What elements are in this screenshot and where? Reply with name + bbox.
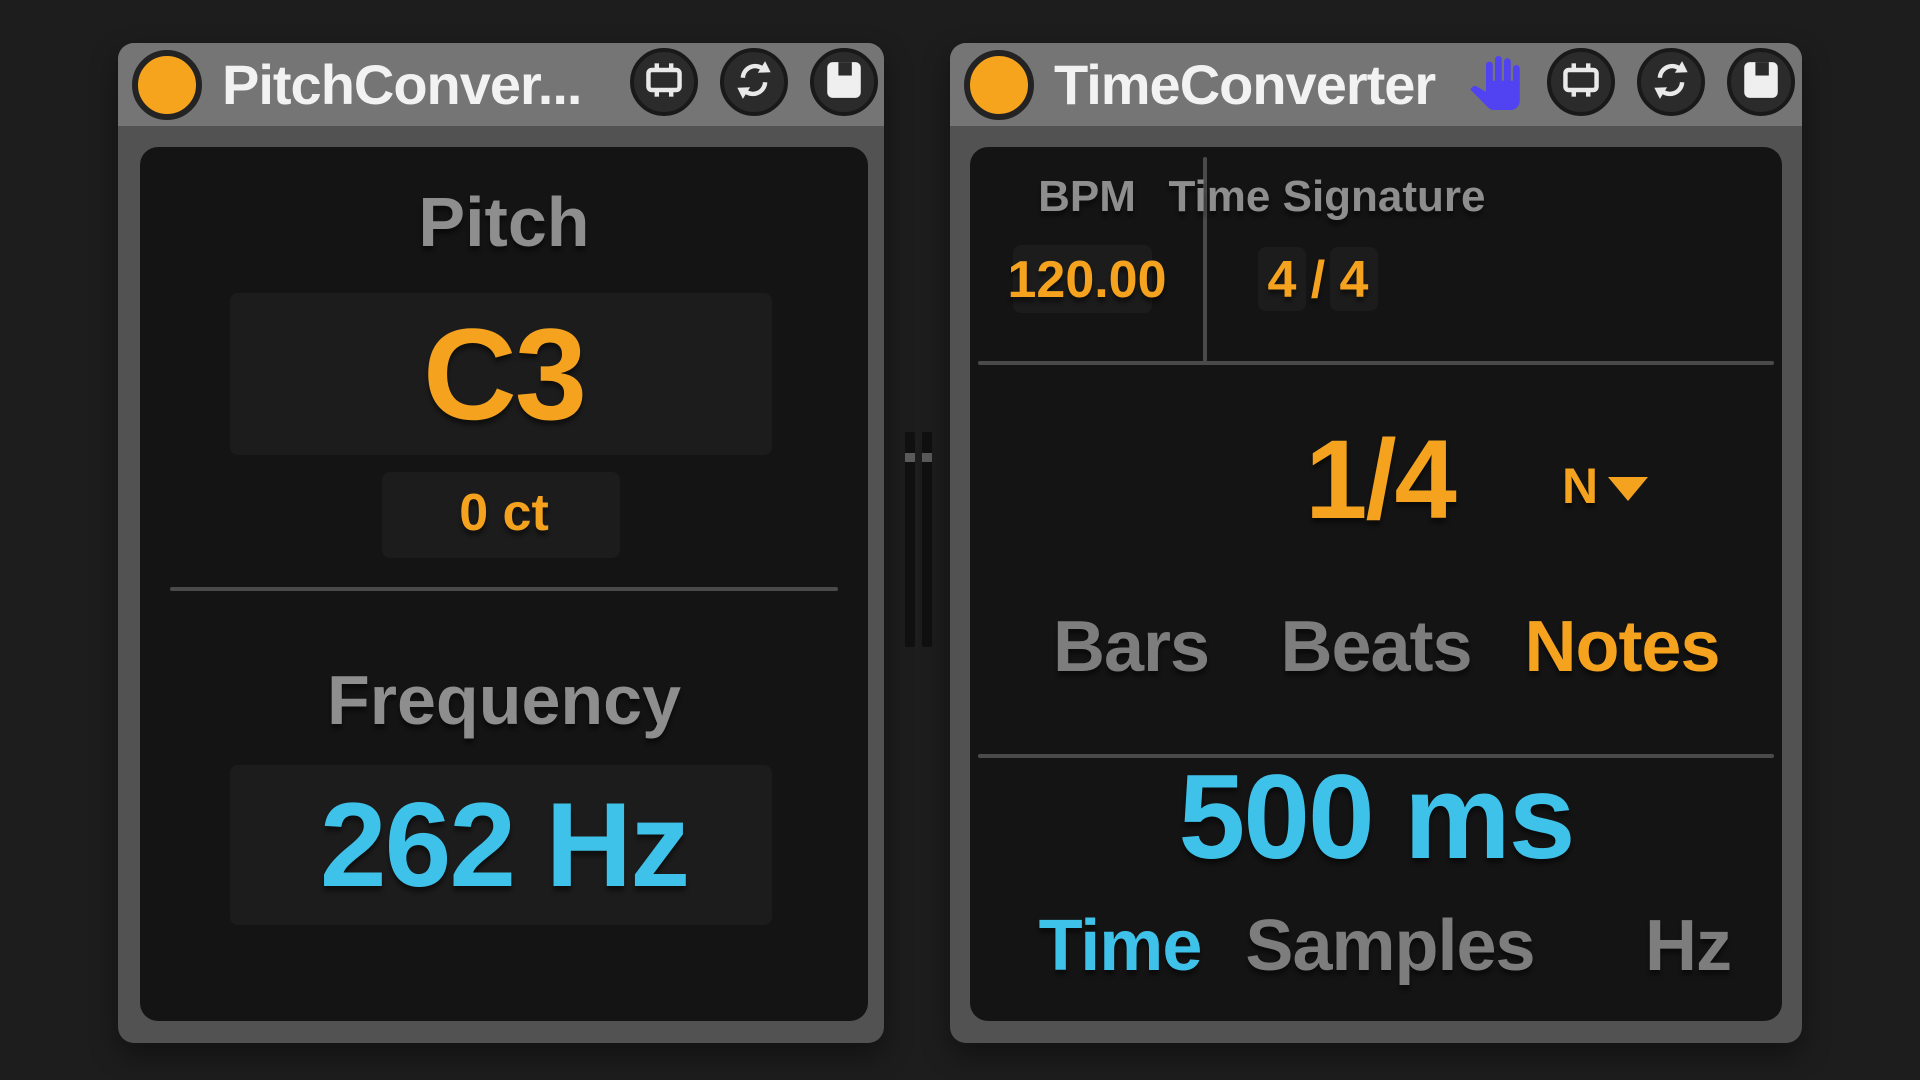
pitchconverter-panel: Pitch C3 0 ct Frequency 262 Hz xyxy=(140,147,868,1021)
device-title: PitchConver... xyxy=(222,53,582,116)
device-title: TimeConverter xyxy=(1054,53,1436,116)
save-button[interactable] xyxy=(810,48,878,116)
meter-tick xyxy=(922,453,932,462)
meter-tick xyxy=(905,453,915,462)
timesig-separator: / xyxy=(1310,251,1326,309)
timeconverter-titlebar[interactable]: TimeConverter xyxy=(950,43,1802,126)
bpm-label: BPM xyxy=(1038,172,1136,221)
tab-hz[interactable]: Hz xyxy=(1645,906,1732,986)
pitch-label: Pitch xyxy=(418,183,590,261)
timesig-denominator[interactable]: 4 xyxy=(1339,251,1369,309)
frame-button[interactable] xyxy=(1547,48,1615,116)
sync-button[interactable] xyxy=(1637,48,1705,116)
device-timeconverter: TimeConverter xyxy=(950,43,1802,1043)
frequency-label: Frequency xyxy=(327,661,681,739)
timesig-numerator-box[interactable] xyxy=(1258,247,1306,311)
cents-value-box[interactable] xyxy=(382,472,620,558)
frame-icon xyxy=(1561,60,1601,105)
note-value-box[interactable] xyxy=(230,293,772,455)
pitchconverter-titlebar[interactable]: PitchConver... xyxy=(118,43,884,126)
divider xyxy=(170,587,838,591)
divider xyxy=(1203,157,1207,362)
time-signature-label: Time Signature xyxy=(1168,172,1486,221)
power-toggle[interactable] xyxy=(132,50,202,120)
sync-icon xyxy=(1651,60,1691,105)
power-toggle[interactable] xyxy=(964,50,1034,120)
frame-button[interactable] xyxy=(630,48,698,116)
chevron-down-icon[interactable] xyxy=(1608,477,1648,501)
hand-icon[interactable] xyxy=(1468,54,1522,112)
sync-button[interactable] xyxy=(720,48,788,116)
frequency-value-box[interactable] xyxy=(230,765,772,925)
tab-samples[interactable]: Samples xyxy=(1245,906,1535,986)
timeconverter-panel: BPM 120.00 Time Signature 4 / 4 1/4 N Ba… xyxy=(970,147,1782,1021)
frame-icon xyxy=(644,60,684,105)
meter-bar-right xyxy=(922,432,932,647)
tab-beats[interactable]: Beats xyxy=(1280,607,1472,687)
tab-time[interactable]: Time xyxy=(1038,906,1203,986)
divider xyxy=(978,754,1774,758)
frequency-value[interactable]: 262 Hz xyxy=(319,778,690,912)
bpm-value-box[interactable] xyxy=(1013,245,1152,313)
note-value[interactable]: C3 xyxy=(422,301,587,447)
meter-bar-left xyxy=(905,432,915,647)
timesig-numerator[interactable]: 4 xyxy=(1267,251,1297,309)
timesig-denominator-box[interactable] xyxy=(1330,247,1378,311)
device-pitchconverter: PitchConver... xyxy=(118,43,884,1043)
save-icon xyxy=(826,61,862,104)
save-icon xyxy=(1743,61,1779,104)
tab-notes[interactable]: Notes xyxy=(1524,607,1720,687)
save-button[interactable] xyxy=(1727,48,1795,116)
division-value[interactable]: 1/4 xyxy=(1305,417,1457,542)
sync-icon xyxy=(734,60,774,105)
divider xyxy=(978,361,1774,365)
bpm-value[interactable]: 120.00 xyxy=(1007,251,1167,309)
division-dropdown[interactable]: N xyxy=(1561,458,1599,514)
cents-value[interactable]: 0 ct xyxy=(459,484,549,542)
tab-bars[interactable]: Bars xyxy=(1052,607,1210,687)
time-value[interactable]: 500 ms xyxy=(1178,750,1576,884)
